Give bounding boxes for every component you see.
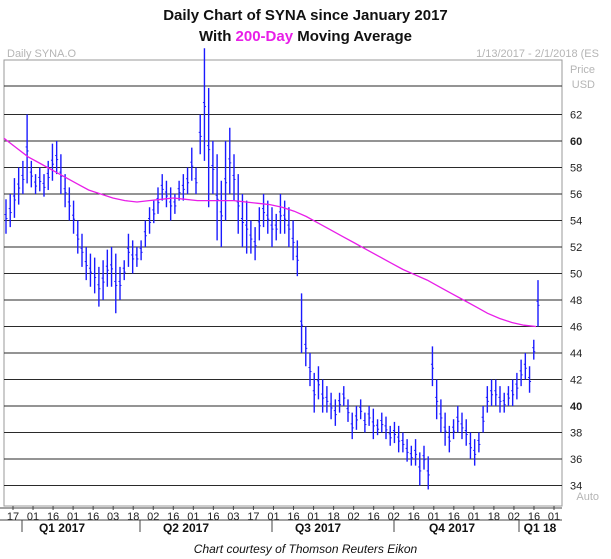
currency-unit-label: USD bbox=[571, 79, 595, 91]
title-prefix: With bbox=[199, 28, 236, 45]
y-tick-label-38: 38 bbox=[570, 428, 582, 440]
chart-title-line-2: With 200-Day Moving Average bbox=[0, 28, 611, 45]
x-tick-label-20: 16 bbox=[408, 511, 420, 523]
x-tick-label-0: 17 bbox=[7, 511, 19, 523]
date-range-label: 1/13/2017 - 2/1/2018 (ES bbox=[476, 48, 599, 60]
x-tick-label-7: 02 bbox=[147, 511, 159, 523]
quarter-label-4: Q1 18 bbox=[524, 521, 557, 535]
y-tick-label-56: 56 bbox=[570, 189, 582, 201]
title-suffix: Moving Average bbox=[293, 28, 412, 45]
x-tick-label-23: 01 bbox=[468, 511, 480, 523]
x-tick-label-27: 01 bbox=[548, 511, 560, 523]
y-tick-label-34: 34 bbox=[570, 481, 582, 493]
x-tick-label-5: 03 bbox=[107, 511, 119, 523]
y-tick-label-60: 60 bbox=[570, 136, 582, 148]
x-tick-label-18: 16 bbox=[368, 511, 380, 523]
x-tick-label-14: 16 bbox=[287, 511, 299, 523]
x-tick-label-12: 17 bbox=[247, 511, 259, 523]
quarter-label-2: Q3 2017 bbox=[295, 521, 341, 535]
y-tick-label-48: 48 bbox=[570, 295, 582, 307]
y-tick-label-46: 46 bbox=[570, 322, 582, 334]
x-tick-label-3: 01 bbox=[67, 511, 79, 523]
x-tick-label-6: 18 bbox=[127, 511, 139, 523]
x-tick-label-15: 01 bbox=[307, 511, 319, 523]
y-tick-label-42: 42 bbox=[570, 375, 582, 387]
x-tick-label-9: 01 bbox=[187, 511, 199, 523]
x-tick-label-24: 18 bbox=[488, 511, 500, 523]
y-tick-label-50: 50 bbox=[570, 269, 582, 281]
x-tick-label-17: 02 bbox=[348, 511, 360, 523]
y-tick-label-52: 52 bbox=[570, 242, 582, 254]
title-highlight-200-day: 200-Day bbox=[235, 28, 294, 45]
x-tick-label-4: 16 bbox=[87, 511, 99, 523]
x-tick-label-25: 02 bbox=[508, 511, 520, 523]
quarter-label-3: Q4 2017 bbox=[429, 521, 475, 535]
x-tick-label-21: 01 bbox=[428, 511, 440, 523]
price-unit-label: Price bbox=[569, 64, 595, 76]
plot-frame bbox=[3, 59, 563, 507]
x-tick-label-13: 01 bbox=[267, 511, 279, 523]
auto-scale-label: Auto bbox=[576, 491, 599, 503]
x-tick-label-10: 16 bbox=[207, 511, 219, 523]
quarter-label-1: Q2 2017 bbox=[163, 521, 209, 535]
y-tick-label-58: 58 bbox=[570, 163, 582, 175]
x-tick-label-16: 18 bbox=[327, 511, 339, 523]
x-tick-label-8: 16 bbox=[167, 511, 179, 523]
y-tick-label-54: 54 bbox=[570, 216, 582, 228]
y-tick-label-44: 44 bbox=[570, 348, 582, 360]
x-tick-label-2: 16 bbox=[47, 511, 59, 523]
symbol-label: Daily SYNA.O bbox=[7, 48, 77, 60]
y-tick-label-62: 62 bbox=[570, 110, 582, 122]
quarter-label-0: Q1 2017 bbox=[39, 521, 85, 535]
chart-credit: Chart courtesy of Thomson Reuters Eikon bbox=[193, 542, 418, 556]
y-tick-label-40: 40 bbox=[570, 401, 582, 413]
x-tick-label-19: 02 bbox=[388, 511, 400, 523]
moving-average-line bbox=[3, 137, 537, 328]
x-tick-label-11: 03 bbox=[227, 511, 239, 523]
chart-title-line-1: Daily Chart of SYNA since January 2017 bbox=[163, 7, 448, 24]
y-tick-label-36: 36 bbox=[570, 454, 582, 466]
x-tick-label-22: 16 bbox=[448, 511, 460, 523]
x-tick-label-26: 16 bbox=[528, 511, 540, 523]
x-tick-label-1: 01 bbox=[27, 511, 39, 523]
